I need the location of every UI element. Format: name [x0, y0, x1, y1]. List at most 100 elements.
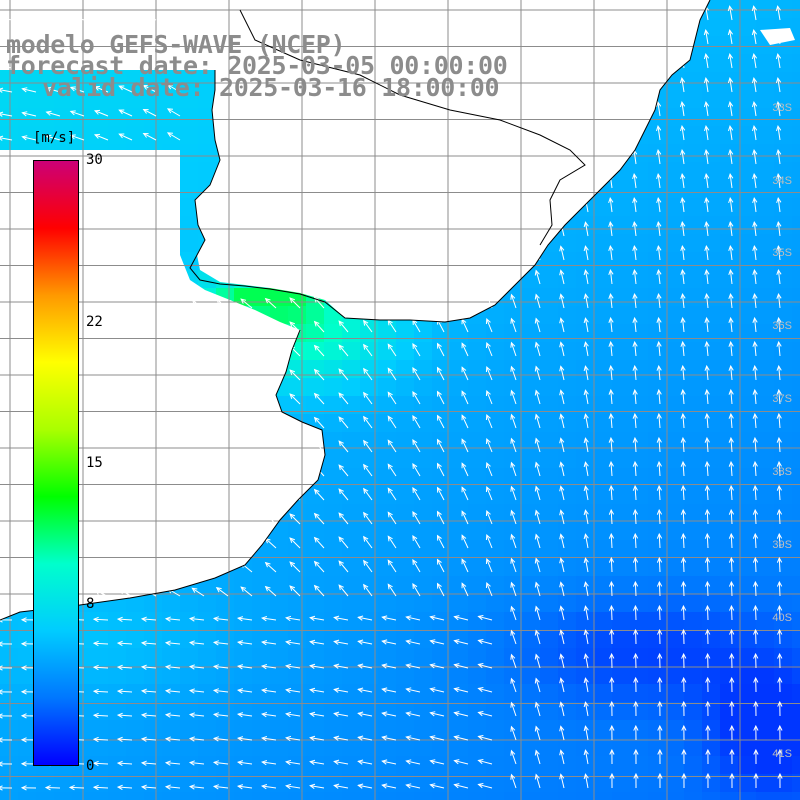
field-cell — [342, 558, 360, 576]
wind-arrow-head — [776, 364, 782, 371]
wind-arrow — [752, 412, 758, 429]
wind-arrow-shaft — [382, 664, 397, 669]
field-cell — [702, 540, 720, 558]
field-cell — [180, 144, 198, 162]
field-cell — [702, 594, 720, 612]
wind-arrow — [313, 344, 325, 357]
field-cell — [342, 666, 360, 684]
wind-arrow — [704, 292, 710, 309]
wind-arrow — [285, 783, 301, 790]
wind-arrow-head — [534, 749, 540, 756]
wind-arrow-shaft — [437, 487, 445, 501]
field-cell — [648, 630, 666, 648]
field-cell — [198, 162, 216, 180]
wind-arrow — [45, 14, 61, 21]
wind-arrow-head — [656, 436, 662, 443]
wind-arrow-shaft — [358, 640, 373, 645]
wind-arrow-shaft — [334, 640, 349, 645]
wind-arrow-head — [777, 652, 783, 659]
field-cell — [234, 594, 252, 612]
wind-arrow-head — [363, 487, 369, 494]
field-cell — [738, 558, 756, 576]
wind-arrow-head — [632, 172, 638, 180]
wind-arrow-head — [164, 760, 171, 766]
field-cell — [594, 522, 612, 540]
wind-arrow — [608, 172, 614, 189]
wind-arrow-head — [0, 689, 3, 695]
wind-arrow-shaft — [510, 270, 517, 285]
wind-arrow — [0, 641, 13, 647]
wind-arrow-shaft — [214, 737, 229, 741]
wind-arrow-shaft — [461, 319, 469, 333]
wind-arrow — [309, 639, 325, 645]
wind-arrow-head — [583, 317, 589, 324]
field-cell — [288, 648, 306, 666]
field-cell — [774, 270, 792, 288]
wind-arrow-head — [412, 486, 418, 493]
field-cell — [774, 216, 792, 234]
wind-arrow-head — [729, 628, 735, 635]
wind-arrow-shaft — [560, 558, 565, 573]
wind-arrow-head — [753, 676, 759, 683]
wind-arrow — [680, 460, 686, 477]
wind-arrow — [477, 758, 493, 765]
wind-arrow-head — [240, 538, 247, 544]
wind-arrow — [534, 461, 541, 477]
field-cell — [720, 36, 738, 54]
wind-arrow-shaft — [706, 414, 709, 429]
field-cell — [324, 522, 342, 540]
field-cell — [270, 540, 288, 558]
wind-arrow-head — [752, 556, 759, 563]
wind-arrow-head — [705, 676, 711, 683]
wind-arrow — [753, 676, 759, 693]
field-cell — [774, 576, 792, 594]
wind-arrow-head — [116, 616, 123, 622]
wind-arrow-head — [140, 760, 147, 766]
wind-arrow-shaft — [729, 6, 733, 21]
field-cell — [630, 270, 648, 288]
field-cell — [378, 414, 396, 432]
wind-arrow-shaft — [387, 344, 397, 357]
field-cell — [180, 216, 198, 234]
field-cell — [738, 576, 756, 594]
wind-arrow — [534, 317, 541, 333]
wind-arrow-head — [608, 244, 614, 251]
wind-arrow — [118, 13, 133, 21]
wind-arrow-shaft — [314, 441, 325, 453]
wind-arrow — [116, 760, 133, 766]
wind-arrow-shaft — [510, 582, 517, 597]
wind-arrow-head — [510, 437, 516, 444]
field-cell — [630, 324, 648, 342]
field-cell — [234, 612, 252, 630]
field-cell — [198, 756, 216, 774]
wind-arrow — [140, 784, 157, 790]
field-cell — [468, 432, 486, 450]
wind-arrow-shaft — [0, 89, 13, 93]
field-cell — [756, 630, 774, 648]
wind-arrow-shaft — [778, 294, 781, 309]
wind-arrow-head — [363, 415, 369, 422]
wind-arrow-shaft — [166, 666, 181, 669]
wind-arrow-head — [753, 628, 759, 635]
field-cell — [522, 648, 540, 666]
wind-arrow-shaft — [190, 666, 205, 669]
wind-arrow-head — [559, 293, 565, 300]
field-cell — [612, 504, 630, 522]
field-cell — [432, 792, 450, 800]
wind-arrow-head — [363, 463, 369, 470]
wind-arrow-head — [69, 134, 76, 140]
field-cell — [378, 612, 396, 630]
wind-arrow-shaft — [46, 63, 61, 69]
wind-arrow — [656, 436, 662, 453]
wind-arrow-head — [21, 111, 28, 117]
wind-arrow — [461, 462, 469, 477]
field-cell — [324, 558, 342, 576]
wind-arrow — [728, 388, 734, 405]
wind-arrow-shaft — [754, 318, 757, 333]
wind-arrow-shaft — [119, 13, 133, 21]
wind-arrow-head — [69, 110, 76, 116]
wind-arrow-shaft — [681, 30, 685, 45]
wind-arrow-shaft — [584, 630, 589, 645]
wind-arrow-shaft — [262, 665, 277, 669]
wind-arrow-shaft — [706, 318, 709, 333]
